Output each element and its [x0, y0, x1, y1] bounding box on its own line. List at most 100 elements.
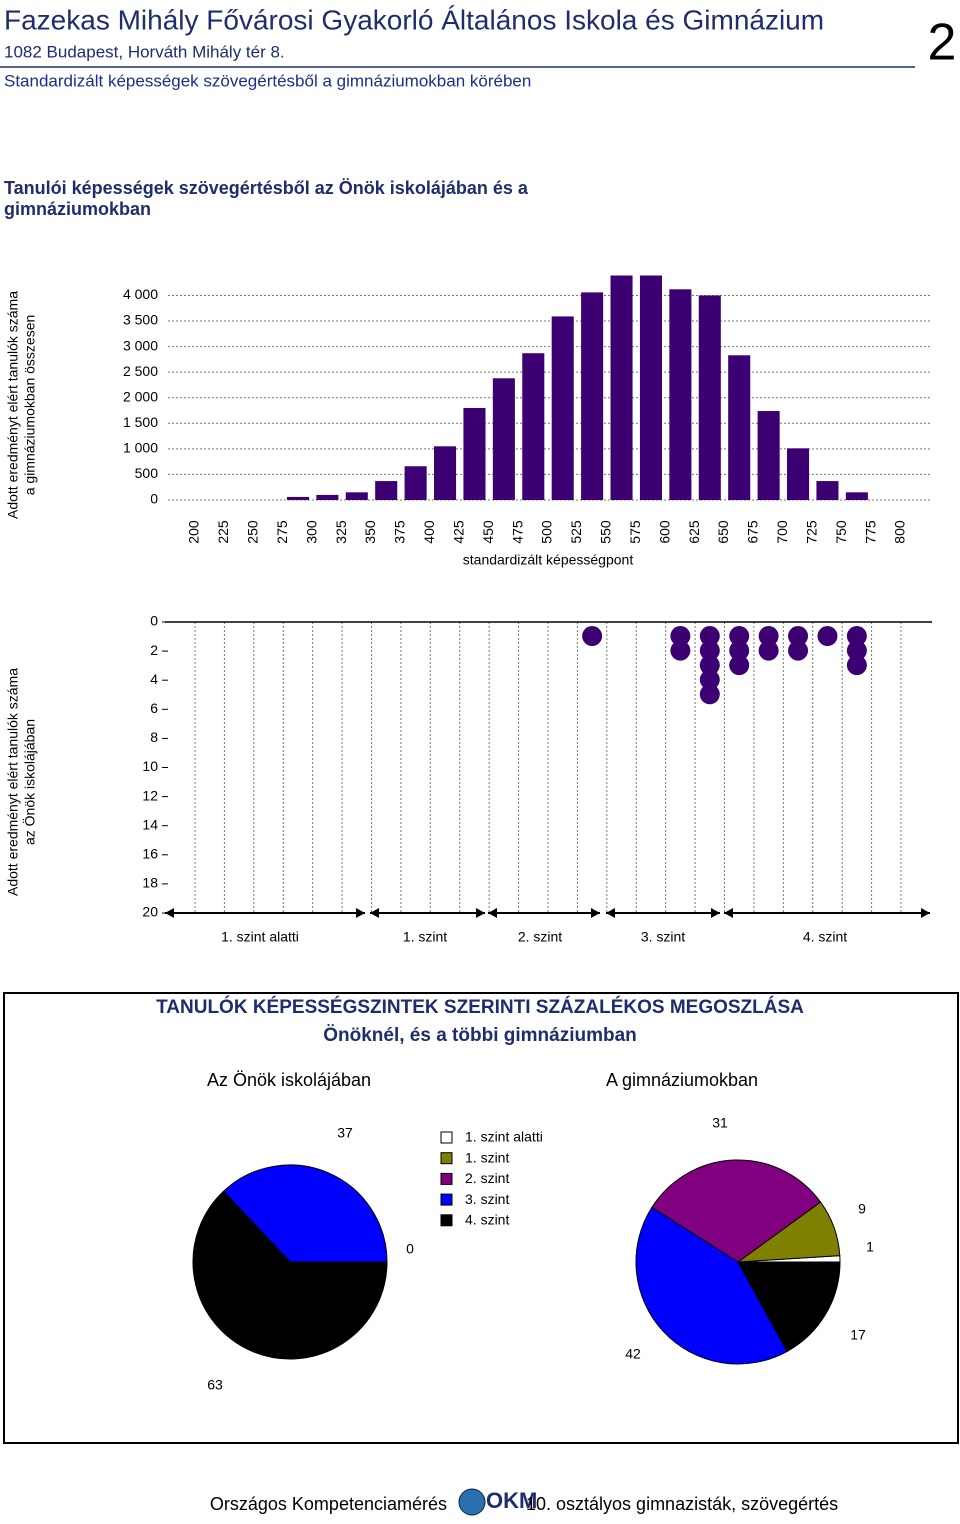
dot-column — [846, 626, 867, 676]
legend-label: 2. szint — [465, 1170, 509, 1186]
dot-column — [788, 626, 809, 661]
x-tick-label: 700 — [774, 520, 790, 544]
x-tick-label: 350 — [362, 520, 378, 544]
pie-label: 9 — [858, 1201, 866, 1217]
page-number: 2 — [928, 14, 957, 72]
bar — [404, 466, 427, 500]
legend-swatch — [440, 1131, 453, 1144]
dot — [758, 640, 779, 661]
pie-title: A gimnáziumokban — [606, 1070, 758, 1090]
y-tick-label: 20 — [142, 904, 158, 920]
dot — [670, 626, 691, 647]
logo: OKM — [486, 1488, 537, 1513]
y-tick-label: 0 — [150, 613, 158, 629]
dot-column — [670, 626, 691, 661]
dot — [699, 684, 720, 705]
pie-slice — [651, 1159, 822, 1263]
x-tick-label: 250 — [245, 520, 261, 544]
y-tick-label: 18 — [142, 875, 158, 891]
x-tick-label: 300 — [303, 520, 319, 544]
x-tick-label: 675 — [745, 520, 761, 544]
pie-slice — [635, 1206, 788, 1365]
bar — [845, 492, 868, 500]
y-tick-label: 6 — [150, 700, 158, 716]
x-tick-label: 600 — [656, 520, 672, 544]
pie-label: 0 — [406, 1241, 414, 1257]
x-axis-label: standardizált képességpont — [463, 552, 634, 568]
bar — [434, 446, 457, 500]
bar — [581, 292, 604, 500]
bar — [345, 492, 368, 500]
dot — [729, 626, 750, 647]
y-tick-label: 1 500 — [123, 414, 158, 430]
y-axis-label: Adott eredményt elért tanulók száma — [5, 291, 21, 519]
pie-slice — [192, 1190, 388, 1360]
legend-swatch — [440, 1172, 453, 1185]
panel-subtitle: Önöknél, és a többi gimnáziumban — [323, 1025, 637, 1046]
x-tick-label: 625 — [686, 520, 702, 544]
dot — [729, 655, 750, 676]
pie-label: 1 — [866, 1239, 874, 1255]
x-tick-label: 425 — [450, 520, 466, 544]
bar — [816, 481, 839, 500]
x-tick-label: 500 — [539, 520, 555, 544]
dot-column — [582, 626, 603, 647]
y-tick-label: 0 — [150, 491, 158, 507]
pie-slice — [737, 1261, 841, 1353]
y-axis-label: Adott eredményt elért tanulók száma — [5, 668, 21, 896]
y-tick-label: 8 — [150, 729, 158, 745]
dot — [788, 640, 809, 661]
bar — [728, 355, 751, 500]
legend-swatch — [440, 1214, 453, 1227]
address: 1082 Budapest, Horváth Mihály tér 8. — [4, 42, 285, 61]
x-tick-label: 450 — [480, 520, 496, 544]
dot — [699, 626, 720, 647]
dot-column — [817, 626, 838, 647]
x-tick-label: 550 — [598, 520, 614, 544]
dot — [846, 655, 867, 676]
dot — [670, 640, 691, 661]
dot — [699, 669, 720, 690]
dot — [699, 655, 720, 676]
x-tick-label: 575 — [627, 520, 643, 544]
pie-label: 42 — [625, 1346, 641, 1362]
bar — [286, 496, 309, 500]
bar — [669, 289, 692, 500]
logo-globe — [458, 1488, 486, 1516]
bar — [698, 295, 721, 500]
bar — [375, 481, 398, 500]
level-label: 1. szint — [403, 929, 447, 945]
x-tick-label: 650 — [715, 520, 731, 544]
pie-panel — [3, 992, 959, 1444]
dot — [729, 640, 750, 661]
pie-label: 37 — [337, 1125, 353, 1141]
dot — [817, 626, 838, 647]
x-tick-label: 275 — [274, 520, 290, 544]
dot — [758, 626, 779, 647]
dot-column — [758, 626, 779, 661]
y-tick-label: 14 — [142, 816, 158, 832]
x-tick-label: 200 — [186, 520, 202, 544]
dot — [846, 626, 867, 647]
x-tick-label: 775 — [862, 520, 878, 544]
legend-label: 1. szint — [465, 1149, 509, 1165]
bar — [522, 353, 545, 500]
legend-label: 1. szint alatti — [465, 1129, 543, 1145]
x-tick-label: 800 — [892, 520, 908, 544]
x-tick-label: 375 — [392, 520, 408, 544]
title: Fazekas Mihály Fővárosi Gyakorló Általán… — [4, 4, 824, 35]
level-label: 1. szint alatti — [221, 929, 299, 945]
pie-title: Az Önök iskolájában — [207, 1070, 371, 1090]
x-tick-label: 325 — [333, 520, 349, 544]
subtitle: Standardizált képességek szövegértésből … — [4, 71, 531, 90]
footer-left: Országos Kompetenciamérés — [210, 1494, 447, 1514]
legend-label: 4. szint — [465, 1212, 509, 1228]
dot — [788, 626, 809, 647]
x-tick-label: 525 — [568, 520, 584, 544]
y-tick-label: 12 — [142, 787, 158, 803]
legend-label: 3. szint — [465, 1191, 509, 1207]
bar — [757, 411, 780, 500]
y-tick-label: 2 — [150, 642, 158, 658]
